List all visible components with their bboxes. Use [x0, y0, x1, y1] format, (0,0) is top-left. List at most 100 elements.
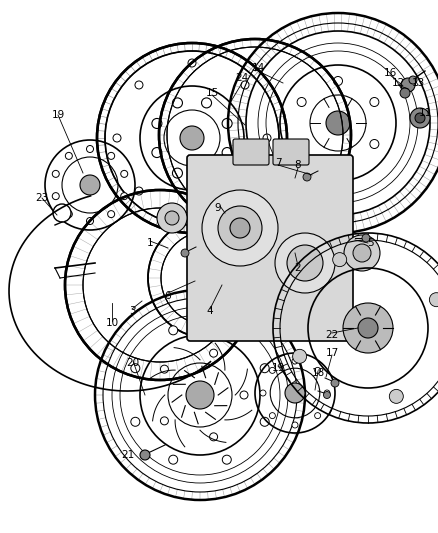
- Circle shape: [173, 98, 183, 108]
- Circle shape: [260, 364, 269, 373]
- Text: 21: 21: [121, 450, 134, 460]
- Circle shape: [86, 217, 93, 224]
- Circle shape: [160, 417, 168, 425]
- Text: 3: 3: [129, 306, 135, 316]
- Circle shape: [222, 118, 232, 128]
- Circle shape: [260, 417, 269, 426]
- Circle shape: [169, 455, 178, 464]
- Text: 12: 12: [392, 78, 405, 88]
- Circle shape: [53, 204, 71, 222]
- Text: 19: 19: [51, 110, 65, 120]
- Circle shape: [181, 249, 189, 257]
- FancyBboxPatch shape: [273, 139, 309, 165]
- Circle shape: [52, 171, 59, 177]
- Text: 18: 18: [311, 368, 325, 378]
- Text: 9: 9: [215, 203, 221, 213]
- Circle shape: [389, 390, 403, 403]
- Circle shape: [188, 209, 196, 217]
- Circle shape: [353, 244, 371, 262]
- Circle shape: [223, 455, 231, 464]
- Circle shape: [65, 152, 72, 159]
- Circle shape: [362, 234, 370, 242]
- Circle shape: [263, 134, 271, 142]
- Text: 5: 5: [367, 238, 373, 248]
- Circle shape: [222, 148, 232, 158]
- FancyBboxPatch shape: [233, 139, 269, 165]
- Circle shape: [324, 390, 330, 396]
- Text: 22: 22: [325, 330, 339, 340]
- Circle shape: [370, 140, 379, 149]
- Text: 16: 16: [383, 68, 397, 78]
- Circle shape: [331, 379, 339, 387]
- Circle shape: [293, 349, 307, 364]
- Circle shape: [169, 326, 178, 335]
- Text: 23: 23: [35, 193, 49, 203]
- FancyBboxPatch shape: [187, 155, 353, 341]
- Circle shape: [230, 218, 250, 238]
- Circle shape: [201, 168, 212, 178]
- Circle shape: [121, 171, 128, 177]
- Circle shape: [201, 98, 212, 108]
- Circle shape: [218, 206, 262, 250]
- Circle shape: [152, 118, 162, 128]
- Circle shape: [210, 349, 218, 357]
- Text: 13: 13: [411, 78, 424, 88]
- Text: 1: 1: [147, 238, 153, 248]
- Text: 14: 14: [251, 63, 265, 73]
- Text: 15: 15: [205, 88, 219, 98]
- Circle shape: [410, 108, 430, 128]
- Circle shape: [86, 146, 93, 152]
- Circle shape: [275, 233, 335, 293]
- Circle shape: [160, 365, 168, 373]
- Text: 4: 4: [207, 306, 213, 316]
- Circle shape: [173, 168, 183, 178]
- Circle shape: [358, 318, 378, 338]
- Text: 20: 20: [127, 358, 140, 368]
- Text: 17: 17: [325, 348, 339, 358]
- Circle shape: [297, 140, 306, 149]
- Circle shape: [409, 76, 417, 84]
- Text: 19: 19: [272, 363, 285, 373]
- Circle shape: [135, 187, 143, 195]
- Circle shape: [333, 160, 343, 169]
- Circle shape: [108, 211, 115, 217]
- Circle shape: [344, 235, 380, 271]
- Text: 6: 6: [165, 291, 171, 301]
- Circle shape: [343, 303, 393, 353]
- Circle shape: [400, 88, 410, 98]
- Text: 8: 8: [295, 160, 301, 170]
- Circle shape: [240, 391, 248, 399]
- Circle shape: [80, 175, 100, 195]
- Circle shape: [210, 433, 218, 441]
- Circle shape: [186, 381, 214, 409]
- Circle shape: [297, 98, 306, 107]
- Circle shape: [202, 190, 278, 266]
- Text: 10: 10: [106, 318, 119, 328]
- Circle shape: [131, 364, 140, 373]
- Circle shape: [113, 134, 121, 142]
- Circle shape: [135, 81, 143, 89]
- Circle shape: [269, 367, 276, 374]
- Circle shape: [260, 390, 266, 396]
- Circle shape: [292, 358, 298, 364]
- Text: 24: 24: [235, 73, 249, 83]
- Circle shape: [415, 113, 425, 123]
- Circle shape: [401, 78, 415, 92]
- Circle shape: [324, 392, 331, 399]
- Circle shape: [429, 293, 438, 306]
- Circle shape: [326, 111, 350, 135]
- Circle shape: [333, 253, 347, 266]
- Circle shape: [165, 211, 179, 225]
- Circle shape: [188, 59, 196, 67]
- Circle shape: [269, 413, 276, 418]
- Circle shape: [314, 413, 321, 418]
- Circle shape: [121, 192, 128, 200]
- Circle shape: [241, 187, 249, 195]
- Circle shape: [108, 152, 115, 159]
- Circle shape: [292, 422, 298, 428]
- Circle shape: [140, 450, 150, 460]
- Circle shape: [223, 326, 231, 335]
- Circle shape: [287, 245, 323, 281]
- Circle shape: [152, 148, 162, 158]
- Circle shape: [52, 192, 59, 200]
